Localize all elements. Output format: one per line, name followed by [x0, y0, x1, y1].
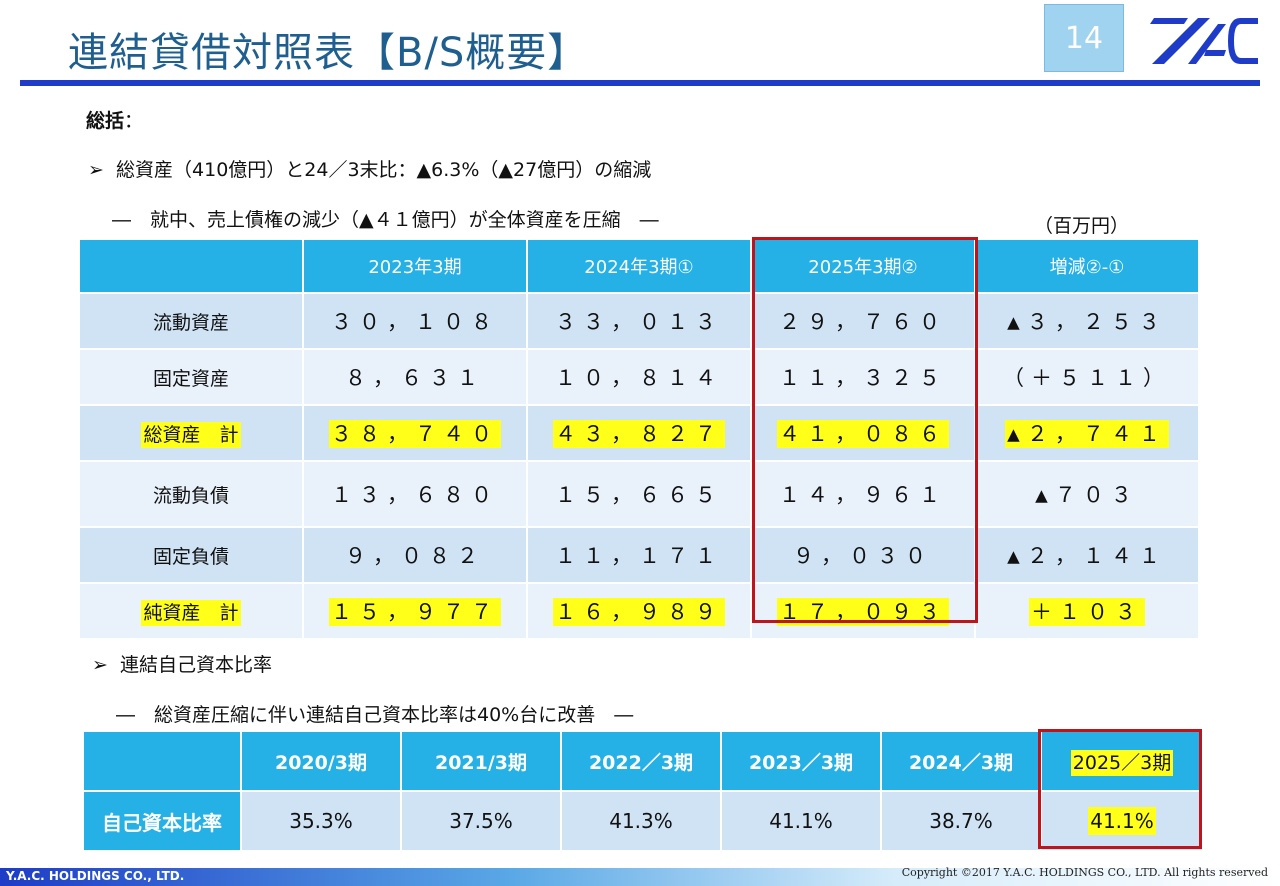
cell: 41.1%: [1088, 807, 1156, 835]
cell: ２９，７６０: [752, 294, 976, 350]
cell: ９，０８２: [304, 528, 528, 584]
row-label: 流動負債: [80, 462, 304, 528]
header-cell: 2024年3期①: [528, 240, 752, 294]
title-rule: [20, 80, 1260, 86]
header-cell: 2023年3期: [304, 240, 528, 294]
cell: １６，９８９: [553, 598, 725, 626]
cell: １５，９７７: [329, 598, 501, 626]
cell: 41.1%: [722, 792, 882, 852]
header-cell: 2021/3期: [402, 732, 562, 792]
header-cell: 2020/3期: [242, 732, 402, 792]
footer-company: Y.A.C. HOLDINGS CO., LTD.: [6, 869, 185, 883]
header-cell: 増減②-①: [976, 240, 1200, 294]
cell: ▲２，１４１: [976, 528, 1200, 584]
cell: １１，３２５: [752, 350, 976, 406]
table-header-row: 2023年3期 2024年3期① 2025年3期② 増減②-①: [80, 240, 1200, 294]
header-cell: 2025年3期②: [752, 240, 976, 294]
cell: １１，１７１: [528, 528, 752, 584]
cell: ３３，０１３: [528, 294, 752, 350]
cell: ３０，１０８: [304, 294, 528, 350]
ratio-subline: ― 総資産圧縮に伴い連結自己資本比率は40%台に改善 ―: [116, 704, 634, 726]
cell: １５，６６５: [528, 462, 752, 528]
cell: ４１，０８６: [777, 420, 949, 448]
cell: ＋１０３: [1029, 598, 1145, 626]
table-row-net-assets: 純資産 計 １５，９７７ １６，９８９ １７，０９３ ＋１０３: [80, 584, 1200, 640]
cell: 35.3%: [242, 792, 402, 852]
table-row: 固定負債 ９，０８２ １１，１７１ ９，０３０ ▲２，１４１: [80, 528, 1200, 584]
unit-label: （百万円）: [1034, 215, 1130, 237]
row-label: 純資産 計: [141, 599, 241, 626]
cell: ▲２，７４１: [1005, 420, 1169, 448]
cell: １０，８１４: [528, 350, 752, 406]
table-row-total-assets: 総資産 計 ３８，７４０ ４３，８２７ ４１，０８６ ▲２，７４１: [80, 406, 1200, 462]
row-label: 総資産 計: [141, 421, 241, 448]
equity-ratio-table: 2020/3期 2021/3期 2022／3期 2023／3期 2024／3期 …: [84, 732, 1204, 852]
header-cell: [84, 732, 242, 792]
cell: ３８，７４０: [329, 420, 501, 448]
summary-heading: 総括：: [86, 110, 144, 132]
cell: 38.7%: [882, 792, 1042, 852]
table-row: 流動負債 １３，６８０ １５，６６５ １４，９６１ ▲７０３: [80, 462, 1200, 528]
cell: ▲７０３: [976, 462, 1200, 528]
table-row: 流動資産 ３０，１０８ ３３，０１３ ２９，７６０ ▲３，２５３: [80, 294, 1200, 350]
ratio-bullet: ➢ 連結自己資本比率: [92, 654, 273, 676]
table-row: 自己資本比率 35.3% 37.5% 41.3% 41.1% 38.7% 41.…: [84, 792, 1204, 852]
cell: ９，０３０: [752, 528, 976, 584]
page-title: 連結貸借対照表【B/S概要】: [68, 30, 589, 76]
footer-copyright: Copyright ©2017 Y.A.C. HOLDINGS CO., LTD…: [901, 866, 1268, 879]
header-cell: [80, 240, 304, 294]
row-label: 流動資産: [80, 294, 304, 350]
row-label: 固定負債: [80, 528, 304, 584]
table-row: 固定資産 ８，６３１ １０，８１４ １１，３２５ （＋５１１）: [80, 350, 1200, 406]
yac-logo-icon: [1150, 18, 1258, 64]
highlight-box-2025-ratio: [1038, 729, 1202, 849]
balance-sheet-table: 2023年3期 2024年3期① 2025年3期② 増減②-① 流動資産 ３０，…: [80, 240, 1200, 640]
cell: ４３，８２７: [553, 420, 725, 448]
cell: 41.3%: [562, 792, 722, 852]
header-cell: 2023／3期: [722, 732, 882, 792]
arrow-bullet-icon: ➢: [92, 654, 108, 676]
header-cell: 2024／3期: [882, 732, 1042, 792]
header-cell: 2025／3期: [1070, 749, 1174, 776]
header-cell: 2022／3期: [562, 732, 722, 792]
arrow-bullet-icon: ➢: [88, 159, 104, 181]
cell: （＋５１１）: [976, 350, 1200, 406]
cell: ８，６３１: [304, 350, 528, 406]
highlight-box-2025: [752, 237, 978, 623]
footer-bar: [0, 868, 1280, 886]
summary-bullet: ➢ 総資産（410億円）と24／3末比：▲6.3%（▲27億円）の縮減: [88, 159, 652, 181]
cell: ▲３，２５３: [976, 294, 1200, 350]
row-label: 固定資産: [80, 350, 304, 406]
row-label: 自己資本比率: [84, 792, 242, 852]
cell: １３，６８０: [304, 462, 528, 528]
page-number: 14: [1044, 4, 1124, 72]
cell: 37.5%: [402, 792, 562, 852]
table-header-row: 2020/3期 2021/3期 2022／3期 2023／3期 2024／3期 …: [84, 732, 1204, 792]
summary-subline: ― 就中、売上債権の減少（▲４１億円）が全体資産を圧縮 ―: [112, 209, 659, 231]
